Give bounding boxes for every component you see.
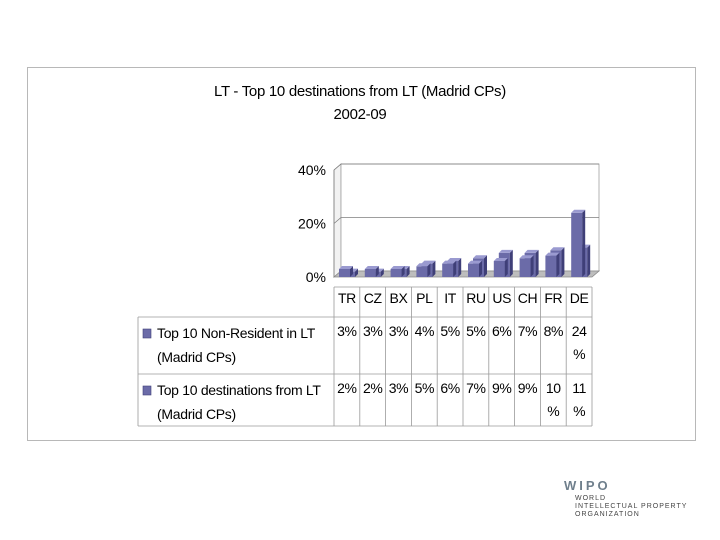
data-label: 3% — [389, 380, 408, 396]
gridline — [333, 163, 599, 171]
y-tick-label: 20% — [298, 216, 326, 232]
y-tick-label: 40% — [298, 162, 326, 178]
legend-swatch — [142, 385, 152, 396]
category-label: FR — [544, 290, 562, 306]
gridline — [333, 217, 599, 224]
bar-non-resident-side — [375, 265, 379, 277]
data-label: 11 — [572, 380, 586, 396]
data-label: 7% — [466, 380, 485, 396]
data-label: 6% — [440, 380, 459, 396]
data-label: 7% — [518, 323, 537, 339]
data-label: 5% — [440, 323, 459, 339]
bar-non-resident-side — [427, 263, 431, 277]
bar-non-resident — [493, 260, 505, 277]
bar-non-resident — [339, 268, 350, 277]
bar-destinations-side — [535, 249, 539, 277]
data-label: 3% — [363, 323, 382, 339]
bar-non-resident — [545, 255, 557, 277]
data-label: 2% — [337, 380, 356, 396]
bar-non-resident-top — [442, 260, 457, 264]
bar-destinations-top — [473, 255, 487, 259]
bar-non-resident-side — [504, 257, 508, 277]
bar-non-resident-side — [556, 252, 560, 277]
legend-label: (Madrid CPs) — [157, 349, 236, 365]
bar-non-resident-top — [571, 209, 586, 213]
category-label: US — [492, 290, 511, 306]
bar-non-resident-top — [545, 252, 560, 256]
bar-non-resident — [571, 212, 583, 277]
data-label: % — [547, 403, 559, 419]
bar-non-resident-top — [416, 263, 431, 267]
bar-non-resident-side — [479, 260, 482, 277]
category-label: PL — [416, 290, 433, 306]
data-label: 4% — [415, 323, 434, 339]
bar-non-resident — [442, 263, 454, 277]
bar-destinations-side — [587, 244, 591, 277]
data-label: % — [573, 346, 585, 362]
data-label: 9% — [518, 380, 537, 396]
data-label: 5% — [466, 323, 485, 339]
bar-destinations-top — [421, 260, 436, 264]
bar-non-resident — [364, 268, 376, 277]
chart-subtitle: 2002-09 — [333, 106, 387, 123]
bar-destinations-top — [524, 249, 539, 253]
bar-destinations-side — [355, 268, 358, 277]
bar-destinations-top — [550, 247, 565, 251]
bar-non-resident — [468, 263, 479, 277]
data-label: % — [573, 403, 585, 419]
category-label: DE — [570, 290, 589, 306]
bar-non-resident-side — [530, 255, 534, 277]
category-label: TR — [338, 290, 356, 306]
data-label: 5% — [415, 380, 434, 396]
chart-title: LT - Top 10 destinations from LT (Madrid… — [214, 83, 506, 100]
bar-non-resident-top — [364, 265, 379, 269]
data-label: 9% — [492, 380, 511, 396]
bar-destinations-side — [509, 249, 513, 277]
bar-non-resident-top — [339, 265, 353, 269]
bar-destinations-side — [484, 255, 487, 277]
bar-non-resident-side — [582, 209, 586, 277]
legend-label: (Madrid CPs) — [157, 406, 236, 422]
data-label: 10 — [546, 380, 561, 396]
bar-non-resident-side — [453, 260, 457, 277]
bar-destinations-top — [498, 249, 513, 253]
bar-non-resident-top — [468, 260, 482, 264]
wipo-logo-text: WIPO — [564, 478, 611, 493]
data-label: 6% — [492, 323, 511, 339]
bar-non-resident-top — [390, 265, 405, 269]
y-tick-label: 0% — [306, 269, 326, 285]
legend-label: Top 10 Non-Resident in LT — [157, 325, 316, 341]
data-label: 8% — [544, 323, 563, 339]
bar-destinations-side — [561, 247, 565, 277]
category-label: IT — [444, 290, 456, 306]
bar-non-resident-top — [519, 255, 534, 259]
legend-swatch — [142, 328, 152, 339]
bar-destinations-side — [458, 257, 462, 277]
bar-non-resident-top — [493, 257, 508, 261]
bar-non-resident — [390, 268, 402, 277]
bar-destinations-side — [432, 260, 436, 277]
category-label: CZ — [364, 290, 383, 306]
data-label: 3% — [337, 323, 356, 339]
wipo-logo-sub-3: ORGANIZATION — [575, 511, 640, 518]
bar-non-resident — [416, 266, 428, 277]
data-label: 3% — [389, 323, 408, 339]
data-label: 24 — [572, 323, 587, 339]
bar-non-resident-side — [350, 265, 353, 277]
bar-destinations-side — [406, 265, 410, 277]
wipo-logo-sub-2: INTELLECTUAL PROPERTY — [575, 503, 688, 510]
bar-destinations-top — [447, 257, 462, 261]
category-label: RU — [466, 290, 486, 306]
legend-label: Top 10 destinations from LT — [157, 382, 321, 398]
bar-non-resident — [519, 258, 531, 277]
data-label: 2% — [363, 380, 382, 396]
wipo-logo-sub-1: WORLD — [575, 495, 607, 502]
bar-non-resident-side — [401, 265, 405, 277]
bar-destinations-side — [380, 268, 384, 277]
category-label: BX — [390, 290, 409, 306]
category-label: CH — [518, 290, 537, 306]
